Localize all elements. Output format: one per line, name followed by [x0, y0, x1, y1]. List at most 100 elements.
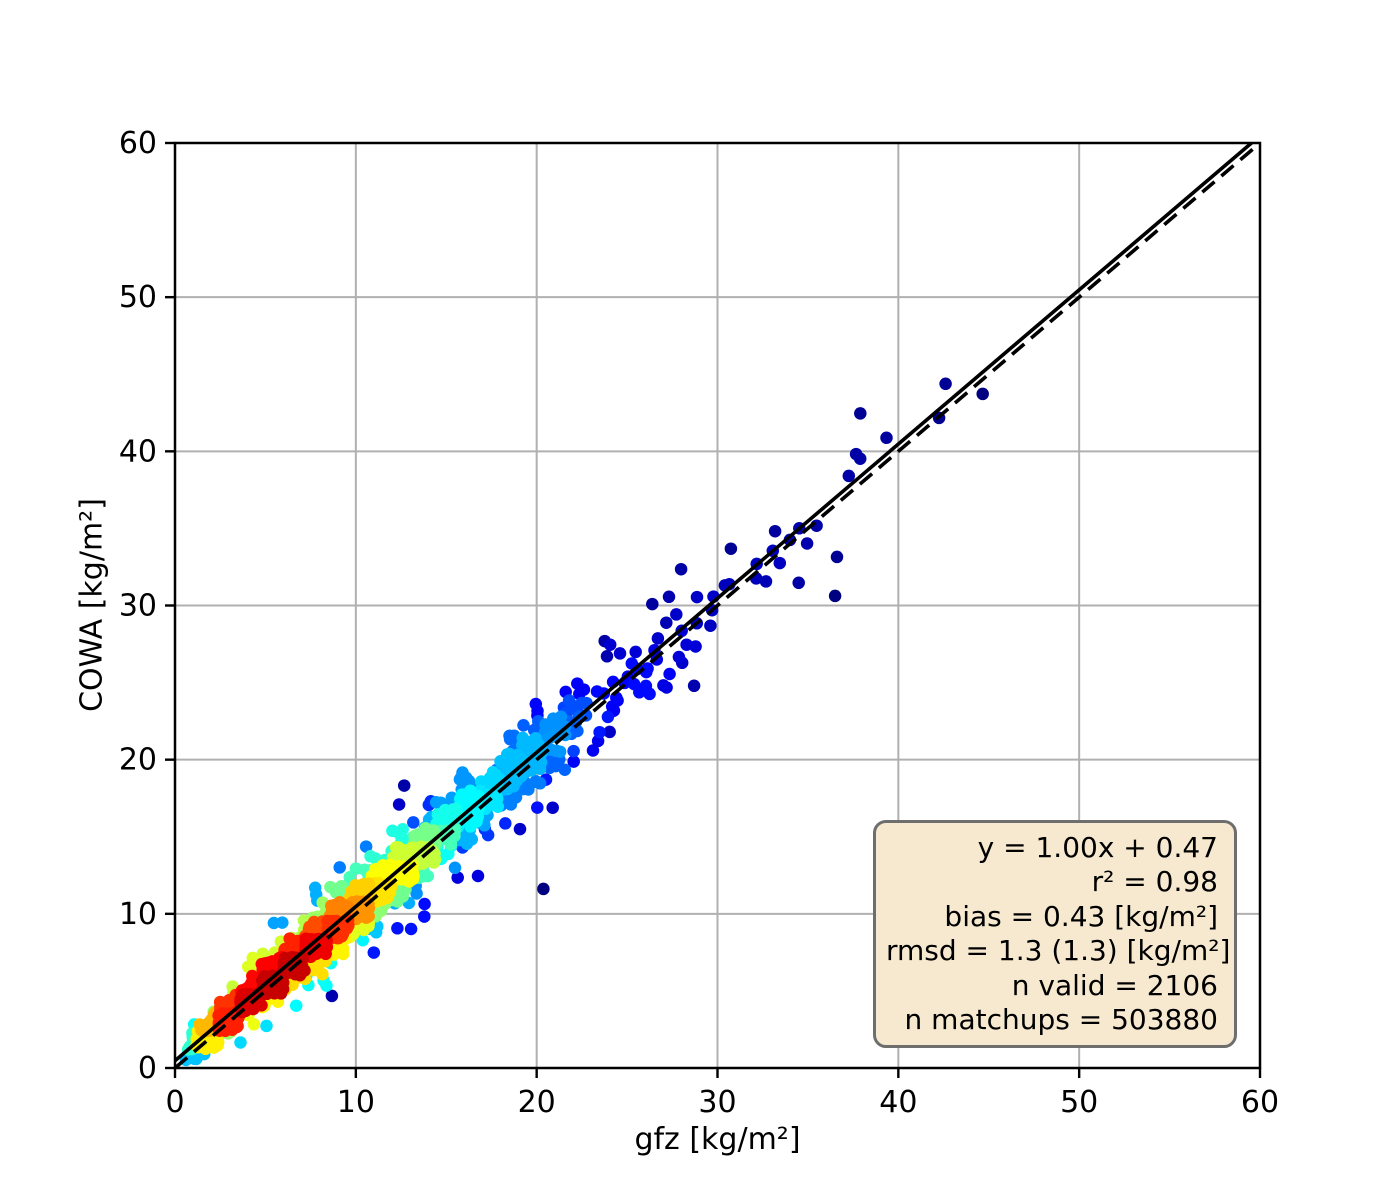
- scatter-point: [499, 817, 512, 830]
- scatter-point: [651, 632, 665, 645]
- scatter-point: [639, 679, 653, 693]
- scatter-point: [571, 677, 584, 690]
- scatter-point: [517, 719, 530, 732]
- stats-rmsd: rmsd = 1.3 (1.3) [kg/m²]: [886, 934, 1231, 967]
- scatter-point: [265, 984, 279, 998]
- tick-marks: [165, 141, 1262, 1078]
- scatter-point: [464, 784, 477, 798]
- x-tick-label: 0: [165, 1085, 184, 1120]
- scatter-point: [356, 933, 370, 947]
- scatter-point: [325, 989, 339, 1003]
- scatter-point: [689, 640, 702, 653]
- scatter-point: [600, 650, 614, 663]
- scatter-point: [586, 744, 600, 757]
- stats-r-squared: r² = 0.98: [1091, 865, 1218, 898]
- scatter-point: [531, 801, 544, 814]
- scatter-point: [828, 589, 842, 603]
- y-tick-label: 30: [119, 589, 157, 624]
- scatter-point: [260, 1019, 273, 1033]
- scatter-point: [549, 744, 563, 758]
- scatter-point: [418, 910, 431, 923]
- scatter-point: [800, 537, 814, 550]
- scatter-point: [567, 755, 580, 768]
- scatter-point: [662, 590, 676, 604]
- tick-labels: 0 10 20 30 40 50 60 0 10 20 30 40 50 60: [119, 126, 1279, 1120]
- scatter-point: [529, 697, 543, 711]
- scatter-point: [246, 951, 260, 965]
- scatter-point: [391, 922, 404, 935]
- scatter-point: [854, 407, 867, 420]
- scatter-point: [189, 1052, 203, 1066]
- scatter-point: [593, 725, 606, 739]
- scatter-points: [179, 377, 989, 1067]
- scatter-point: [613, 647, 627, 660]
- scatter-point: [603, 725, 616, 739]
- scatter-point: [360, 881, 374, 894]
- scatter-point: [500, 748, 514, 761]
- scatter-point: [481, 828, 495, 842]
- scatter-point: [601, 710, 615, 724]
- scatter-point: [367, 946, 381, 959]
- scatter-point: [340, 922, 354, 935]
- scatter-point: [404, 922, 418, 936]
- y-tick-label: 20: [119, 743, 157, 778]
- scatter-point: [529, 775, 543, 788]
- scatter-point: [546, 801, 559, 814]
- scatter-point: [406, 872, 420, 886]
- scatter-point: [567, 744, 580, 758]
- scatter-point: [398, 844, 411, 857]
- scatter-point: [392, 798, 406, 811]
- scatter-point: [674, 562, 688, 576]
- scatter-point: [396, 823, 409, 836]
- y-tick-label: 60: [119, 126, 157, 161]
- scatter-point: [418, 897, 431, 911]
- scatter-point: [364, 850, 377, 863]
- scatter-point: [458, 794, 471, 808]
- scatter-point: [976, 387, 989, 401]
- scatter-point: [792, 576, 805, 590]
- y-tick-label: 40: [119, 434, 157, 469]
- scatter-point: [773, 556, 787, 570]
- scatter-point: [491, 776, 504, 789]
- reference-lines: [175, 143, 1260, 1068]
- scatter-point: [663, 667, 676, 681]
- scatter-point: [704, 619, 717, 632]
- scatter-point: [451, 871, 464, 884]
- x-tick-label: 20: [518, 1085, 556, 1120]
- scatter-point: [537, 882, 550, 896]
- scatter-point: [759, 575, 773, 588]
- scatter-point: [513, 822, 527, 836]
- x-tick-label: 30: [698, 1085, 736, 1120]
- scatter-point: [465, 833, 479, 846]
- scatter-point: [842, 469, 856, 483]
- scatter-point: [247, 1018, 261, 1031]
- scatter-point: [627, 677, 641, 691]
- scatter-point: [830, 550, 844, 564]
- scatter-point: [276, 979, 289, 993]
- scatter-point: [558, 763, 572, 776]
- scatter-point: [386, 824, 399, 838]
- x-tick-label: 40: [879, 1085, 917, 1120]
- fit-line: [175, 143, 1255, 1063]
- scatter-point: [672, 650, 686, 664]
- scatter-point: [440, 807, 453, 820]
- scatter-point: [320, 979, 333, 992]
- scatter-point: [629, 645, 642, 659]
- scatter-point: [283, 932, 296, 945]
- scatter-point: [474, 775, 488, 788]
- scatter-point: [427, 824, 440, 837]
- scatter-point: [670, 608, 683, 621]
- stats-n-valid: n valid = 2106: [1011, 968, 1218, 1002]
- y-tick-label: 0: [138, 1051, 157, 1086]
- scatter-point: [724, 542, 738, 555]
- stats-n-matchups: n matchups = 503880: [904, 1003, 1218, 1036]
- scatter-point: [687, 679, 701, 693]
- scatter-point: [516, 737, 530, 750]
- scatter-point: [568, 700, 582, 713]
- scatter-point: [276, 916, 289, 929]
- y-tick-label: 50: [119, 280, 157, 315]
- scatter-point: [316, 967, 329, 981]
- scatter-point: [397, 779, 411, 792]
